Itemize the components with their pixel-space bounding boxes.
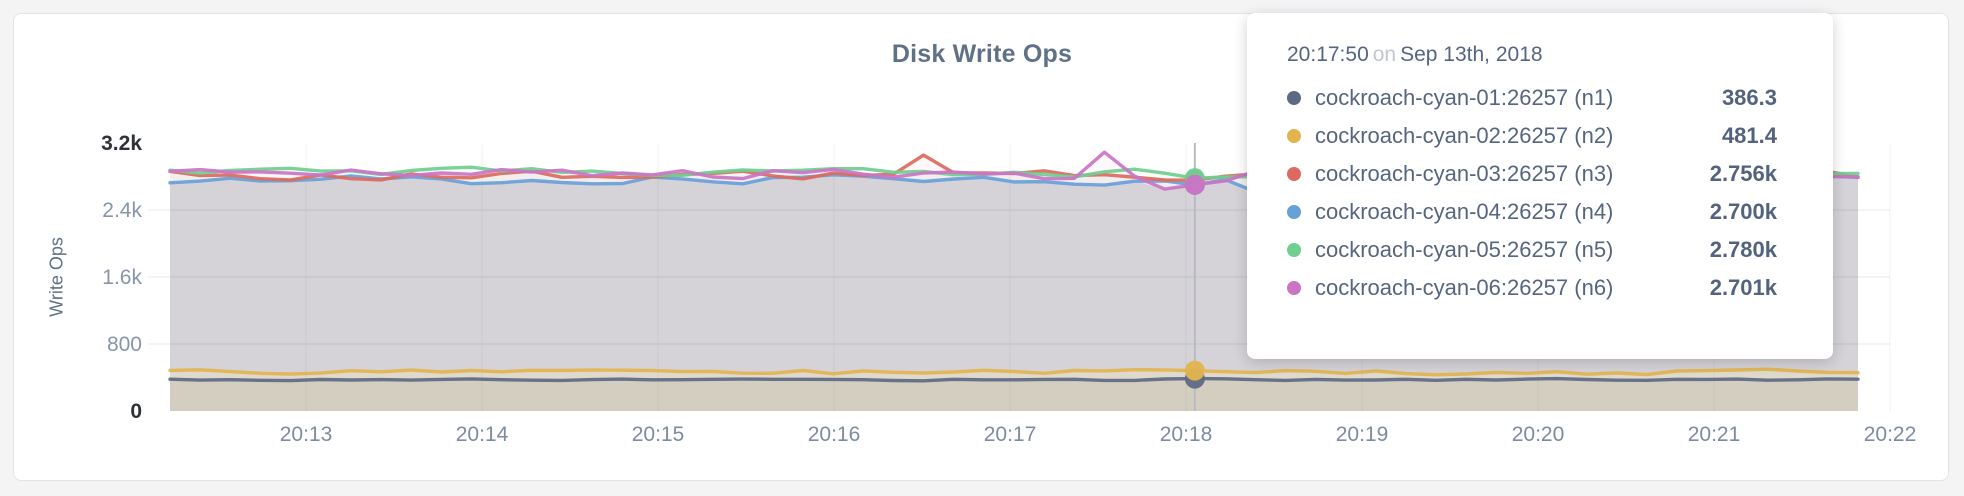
tooltip-time: 20:17:50 <box>1287 43 1369 66</box>
series-line-n1 <box>168 376 1860 383</box>
x-axis-tick-label: 20:21 <box>1688 423 1741 446</box>
series-line-n2 <box>168 367 1860 377</box>
series-value: 2.701k <box>1709 275 1777 300</box>
series-name: cockroach-cyan-06:26257 (n6) <box>1315 275 1614 300</box>
y-axis-tick-label: 0 <box>130 400 142 423</box>
x-axis-tick-label: 20:19 <box>1336 423 1389 446</box>
series-color-dot-icon <box>1287 281 1301 295</box>
x-axis-tick-label: 20:13 <box>280 423 333 446</box>
x-axis-tick-label: 20:22 <box>1864 423 1917 446</box>
y-axis-tick-label: 3.2k <box>101 132 142 155</box>
series-value: 2.780k <box>1709 237 1777 262</box>
x-axis-tick-label: 20:17 <box>984 423 1037 446</box>
tooltip-series-row: cockroach-cyan-06:26257 (n6) 2.701k <box>1287 269 1777 307</box>
series-name: cockroach-cyan-02:26257 (n2) <box>1315 123 1614 148</box>
series-value: 2.756k <box>1709 161 1777 186</box>
series-name: cockroach-cyan-04:26257 (n4) <box>1315 199 1614 224</box>
series-color-dot-icon <box>1287 91 1301 105</box>
series-color-dot-icon <box>1287 129 1301 143</box>
tooltip-series-list: cockroach-cyan-01:26257 (n1) 386.3 cockroa… <box>1287 79 1777 307</box>
series-value: 2.700k <box>1709 199 1777 224</box>
tooltip-series-row: cockroach-cyan-05:26257 (n5) 2.780k <box>1287 231 1777 269</box>
tooltip-series-row: cockroach-cyan-03:26257 (n3) 2.756k <box>1287 155 1777 193</box>
y-axis-tick-label: 800 <box>107 333 142 356</box>
y-axis-tick-label: 1.6k <box>102 266 142 289</box>
series-name: cockroach-cyan-05:26257 (n5) <box>1315 237 1614 262</box>
series-name: cockroach-cyan-03:26257 (n3) <box>1315 161 1614 186</box>
hover-dot-n2 <box>1184 360 1205 381</box>
chart-title: Disk Write Ops <box>891 40 1073 68</box>
hover-tooltip: 20:17:50 on Sep 13th, 2018 cockroach-cyan-… <box>1247 13 1833 359</box>
series-value: 481.4 <box>1721 123 1777 148</box>
x-axis-tick-label: 20:14 <box>456 423 509 446</box>
tooltip-conjunction: on <box>1372 43 1397 66</box>
series-color-dot-icon <box>1287 205 1301 219</box>
series-color-dot-icon <box>1287 243 1301 257</box>
x-axis-tick-label: 20:20 <box>1512 423 1565 446</box>
x-axis-tick-label: 20:16 <box>808 423 861 446</box>
x-axis-tick-label: 20:15 <box>632 423 685 446</box>
low-series-area-n1 <box>170 378 1858 411</box>
series-name: cockroach-cyan-01:26257 (n1) <box>1315 85 1614 110</box>
series-value: 386.3 <box>1721 85 1777 110</box>
hover-dot-n6 <box>1184 174 1205 195</box>
tooltip-series-row: cockroach-cyan-01:26257 (n1) 386.3 <box>1287 79 1777 117</box>
tooltip-timestamp: 20:17:50 on Sep 13th, 2018 <box>1287 43 1777 67</box>
tooltip-series-row: cockroach-cyan-04:26257 (n4) 2.700k <box>1287 193 1777 231</box>
tooltip-date: Sep 13th, 2018 <box>1400 43 1543 66</box>
x-axis-tick-label: 20:18 <box>1160 423 1213 446</box>
series-color-dot-icon <box>1287 167 1301 181</box>
tooltip-series-row: cockroach-cyan-02:26257 (n2) 481.4 <box>1287 117 1777 155</box>
y-axis-tick-label: 2.4k <box>102 199 142 222</box>
